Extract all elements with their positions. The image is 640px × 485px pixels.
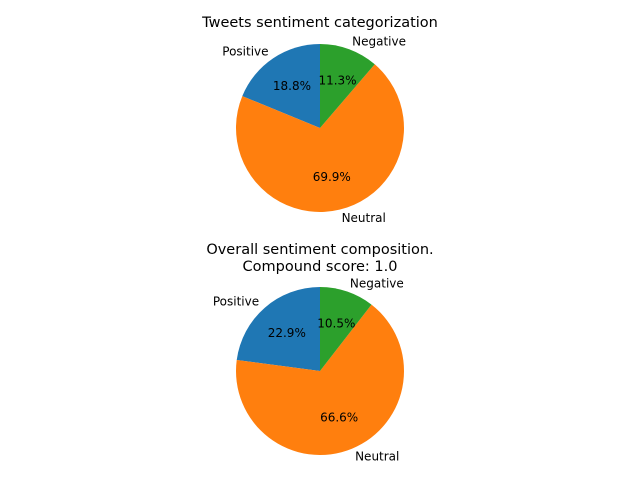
pie-slice-negative [320,44,375,128]
slice-percent-neutral: 66.6% [320,411,358,425]
slice-percent-positive: 18.8% [273,79,311,93]
chart-subtitle: Compound score: 1.0 [243,259,398,275]
pie-chart-tweets: Tweets sentiment categorization Positive… [201,15,438,225]
slice-percent-neutral: 69.9% [313,170,351,184]
slice-percent-positive: 22.9% [268,326,306,340]
pie-labels: Positive 22.9% Neutral 66.6% Negative 10.5% [213,277,404,464]
chart-title: Tweets sentiment categorization [201,15,438,31]
slice-label-neutral: Neutral [342,211,386,225]
pie-slice-negative [320,287,372,371]
slice-label-positive: Positive [222,44,268,58]
slice-label-negative: Negative [350,277,404,291]
pie-wedges [235,43,404,213]
slice-percent-negative: 10.5% [317,316,355,330]
pie-wedges [235,287,404,456]
slice-label-neutral: Neutral [355,449,399,463]
pie-slice-neutral [235,304,404,456]
pie-slice-positive [242,43,320,128]
pie-slice-neutral [235,64,404,213]
pie-slice-positive [236,287,320,371]
pie-chart-overall: Overall sentiment composition. Compound … [206,242,433,463]
slice-label-negative: Negative [352,34,406,48]
slice-percent-negative: 11.3% [318,74,356,88]
chart-title: Overall sentiment composition. [206,242,433,258]
pie-labels: Positive 18.8% Neutral 69.9% Negative 11.3% [222,34,406,224]
slice-label-positive: Positive [213,295,259,309]
